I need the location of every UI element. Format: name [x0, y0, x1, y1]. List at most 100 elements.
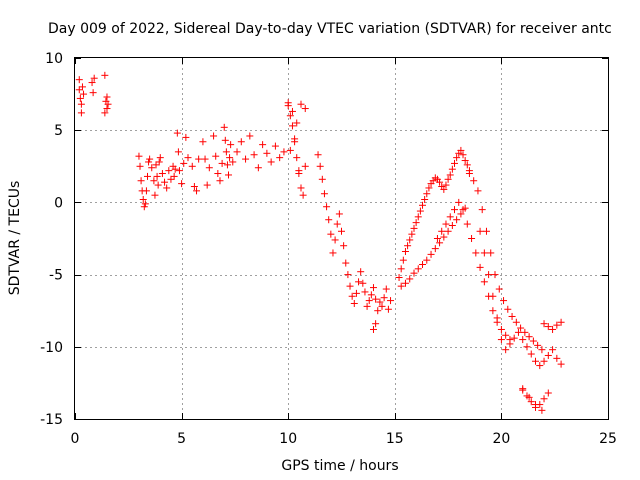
data-point [136, 162, 144, 170]
data-point [355, 278, 363, 286]
y-tick-label: -10 [40, 340, 63, 356]
data-point [357, 268, 365, 276]
data-point [156, 154, 164, 162]
data-point [482, 227, 490, 235]
data-point [148, 164, 156, 172]
data-point [190, 183, 198, 191]
data-point [519, 385, 527, 393]
data-point [178, 180, 186, 188]
data-point [508, 312, 516, 320]
data-point [450, 159, 458, 167]
data-point [438, 227, 446, 235]
data-point [301, 105, 309, 113]
data-point [288, 122, 296, 130]
data-point [77, 109, 85, 117]
data-point [544, 323, 552, 331]
data-point [363, 302, 371, 310]
data-point [141, 200, 149, 208]
data-point [440, 185, 448, 193]
data-point [514, 328, 522, 336]
data-point [158, 170, 166, 178]
y-axis-label: SDTVAR / TECUs [7, 181, 23, 296]
data-point [406, 275, 414, 283]
data-point [472, 249, 480, 257]
data-point [412, 219, 420, 227]
data-point [544, 351, 552, 359]
data-point [382, 285, 390, 293]
data-point [286, 146, 294, 154]
data-point [318, 175, 326, 183]
data-point [442, 220, 450, 228]
data-point [88, 79, 96, 87]
data-point [323, 203, 331, 211]
data-point [223, 161, 231, 169]
data-point [461, 157, 469, 165]
data-point [557, 318, 565, 326]
data-point [142, 187, 150, 195]
x-tick-label: 20 [492, 431, 510, 447]
data-point [529, 337, 537, 345]
data-point [77, 100, 85, 108]
data-point [221, 136, 229, 144]
data-point [101, 109, 109, 117]
data-point [90, 74, 98, 82]
data-point [369, 325, 377, 333]
data-point [151, 191, 159, 199]
data-point [527, 350, 535, 358]
data-point [293, 154, 301, 162]
data-point [384, 305, 392, 313]
data-point [463, 161, 471, 169]
data-point [410, 224, 418, 232]
data-point [404, 242, 412, 250]
grid [75, 58, 608, 419]
data-point [425, 184, 433, 192]
data-point [450, 206, 458, 214]
data-point [80, 90, 88, 98]
data-point [480, 278, 488, 286]
x-tick-label: 5 [177, 431, 186, 447]
data-point [218, 159, 226, 167]
data-point [419, 201, 427, 209]
data-point [538, 406, 546, 414]
data-point [327, 230, 335, 238]
data-point [399, 256, 407, 264]
plot-frame [74, 57, 609, 420]
data-point [299, 191, 307, 199]
data-point [104, 100, 112, 108]
data-point [276, 154, 284, 162]
data-point [455, 198, 463, 206]
data-point [459, 206, 467, 214]
data-point [453, 154, 461, 162]
data-point [103, 93, 111, 101]
data-point [150, 177, 158, 185]
y-tick-label: 10 [45, 51, 63, 67]
x-tick-label: 15 [386, 431, 404, 447]
data-point [335, 210, 343, 218]
data-point [143, 172, 151, 180]
data-point [521, 328, 529, 336]
data-point [226, 154, 234, 162]
data-point [523, 343, 531, 351]
data-point [361, 288, 369, 296]
data-point [436, 239, 444, 247]
data-point [502, 331, 510, 339]
x-tick-labels: 0 5 10 15 20 25 [71, 431, 617, 447]
axis-ticks [75, 58, 609, 420]
data-point [210, 132, 218, 140]
data-point [532, 357, 540, 365]
data-point [378, 302, 386, 310]
data-point [421, 196, 429, 204]
data-point [175, 167, 183, 175]
data-point [376, 298, 384, 306]
data-point [229, 158, 237, 166]
data-point [140, 203, 148, 211]
data-point [480, 249, 488, 257]
data-point [374, 307, 382, 315]
y-tick-label: 5 [54, 123, 63, 139]
data-point [387, 297, 395, 305]
data-point [532, 401, 540, 409]
data-point [295, 167, 303, 175]
data-point [350, 299, 358, 307]
data-point [155, 158, 163, 166]
